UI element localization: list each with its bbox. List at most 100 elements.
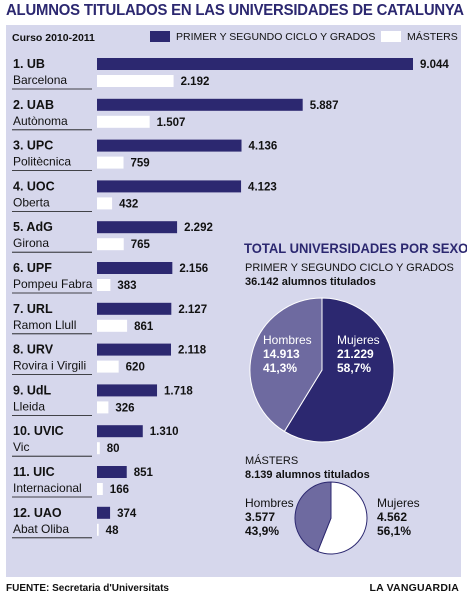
bar-masters [97, 238, 124, 251]
university-name: 12. UAO [13, 506, 62, 520]
bar-masters [97, 483, 103, 495]
grados-women-name: Mujeres [337, 333, 380, 347]
data-label-masters: 861 [134, 321, 154, 333]
bar-masters [97, 75, 174, 87]
university-name: 9. UdL [13, 383, 52, 397]
university-name: 6. UPF [13, 261, 52, 275]
chart-title: ALUMNOS TITULADOS EN LAS UNIVERSIDADES D… [6, 2, 464, 19]
bar-grados [97, 58, 413, 70]
bar-grados [97, 506, 111, 519]
data-label-masters: 166 [110, 484, 129, 496]
bar-grados [97, 98, 303, 111]
data-label-grados: 851 [134, 467, 154, 479]
sex-chart-title: TOTAL UNIVERSIDADES POR SEXO [244, 240, 467, 256]
data-label-masters: 1.507 [157, 117, 186, 129]
university-name: 10. UVIC [13, 424, 64, 438]
grados-pie-heading: PRIMER Y SEGUNDO CICLO Y GRADOS [245, 262, 454, 274]
bar-masters [97, 401, 109, 414]
university-subname: Internacional [13, 481, 82, 495]
university-name: 2. UAB [13, 98, 54, 112]
grados-women-label: Mujeres 21.229 58,7% [337, 333, 380, 375]
masters-women-percent: 56,1% [377, 524, 412, 538]
university-subname: Ramon Llull [13, 318, 76, 332]
data-label-masters: 765 [131, 239, 151, 251]
university-name: 8. URV [13, 343, 54, 357]
masters-pie-heading: MÁSTERS [245, 455, 299, 467]
bar-masters [97, 115, 150, 128]
university-subname: Pompeu Fabra [13, 277, 93, 291]
university-subname: Girona [13, 236, 49, 250]
bar-grados [97, 343, 172, 356]
bar-grados [97, 466, 127, 478]
bar-grados [97, 302, 172, 315]
grados-pie-men-slice [249, 297, 323, 433]
bar-grados [97, 425, 143, 438]
brand-logo: LA VANGUARDIA [369, 582, 459, 594]
university-name: 7. URL [13, 302, 53, 316]
grados-pie-women-slice [283, 297, 395, 443]
data-label-grados: 2.118 [178, 345, 207, 357]
masters-pie-total: 8.139 alumnos titulados [245, 469, 370, 481]
data-label-masters: 759 [131, 158, 150, 170]
data-label-grados: 1.718 [164, 385, 193, 397]
university-subname: Autònoma [13, 114, 68, 128]
masters-men-label: Hombres 3.577 43,9% [245, 496, 294, 538]
bar-masters [97, 197, 113, 210]
data-label-grados: 2.292 [184, 222, 213, 234]
legend-swatch-masters [381, 31, 401, 42]
grados-women-percent: 58,7% [337, 361, 372, 375]
university-subname: Politècnica [13, 155, 71, 169]
masters-women-value: 4.562 [377, 510, 408, 524]
data-label-masters: 383 [117, 280, 136, 292]
bar-grados [97, 262, 173, 274]
data-label-grados: 2.127 [178, 304, 207, 316]
masters-pie-women-slice [316, 481, 368, 555]
data-label-grados: 4.123 [248, 181, 277, 193]
data-label-masters: 620 [126, 362, 145, 374]
university-name: 5. AdG [13, 220, 53, 234]
legend-swatch-grados [150, 31, 170, 42]
bar-masters [97, 442, 100, 455]
bar-masters [97, 360, 119, 373]
bar-grados [97, 180, 242, 193]
bar-grados [97, 139, 242, 152]
bar-grados [97, 384, 158, 397]
university-name: 11. UIC [13, 465, 55, 479]
masters-men-name: Hombres [245, 496, 294, 510]
course-label: Curso 2010-2011 [12, 32, 95, 44]
grados-men-label: Hombres 14.913 41,3% [263, 333, 312, 375]
source-note: FUENTE: Secretaria d'Universitats [6, 583, 169, 594]
legend-label-grados: PRIMER Y SEGUNDO CICLO Y GRADOS [176, 31, 376, 43]
university-subname: Barcelona [13, 73, 67, 87]
data-label-masters: 432 [119, 198, 138, 210]
grados-pie-total: 36.142 alumnos titulados [245, 276, 376, 288]
bar-masters [97, 523, 99, 536]
masters-women-name: Mujeres [377, 496, 420, 510]
grados-men-value: 14.913 [263, 347, 300, 361]
data-label-grados: 9.044 [420, 59, 449, 71]
legend-label-masters: MÁSTERS [407, 31, 458, 43]
grados-women-value: 21.229 [337, 347, 374, 361]
masters-men-value: 3.577 [245, 510, 276, 524]
university-subname: Abat Oliba [13, 522, 69, 536]
bar-masters [97, 319, 128, 332]
university-subname: Vic [13, 440, 29, 454]
data-label-masters: 80 [107, 443, 120, 455]
university-name: 1. UB [13, 57, 45, 71]
data-label-grados: 4.136 [249, 141, 278, 153]
chart-panel [6, 25, 461, 577]
data-label-masters: 48 [106, 525, 119, 537]
university-subname: Oberta [13, 195, 50, 209]
data-label-grados: 5.887 [310, 100, 339, 112]
data-label-masters: 2.192 [181, 76, 210, 88]
masters-women-label: Mujeres 4.562 56,1% [377, 496, 420, 538]
data-label-masters: 326 [115, 402, 134, 414]
grados-men-name: Hombres [263, 333, 312, 347]
bar-masters [97, 279, 111, 291]
university-subname: Rovira i Virgili [13, 359, 86, 373]
bar-grados [97, 221, 178, 234]
data-label-grados: 374 [117, 508, 137, 520]
masters-pie-men-slice [294, 481, 332, 553]
grados-men-percent: 41,3% [263, 361, 298, 375]
